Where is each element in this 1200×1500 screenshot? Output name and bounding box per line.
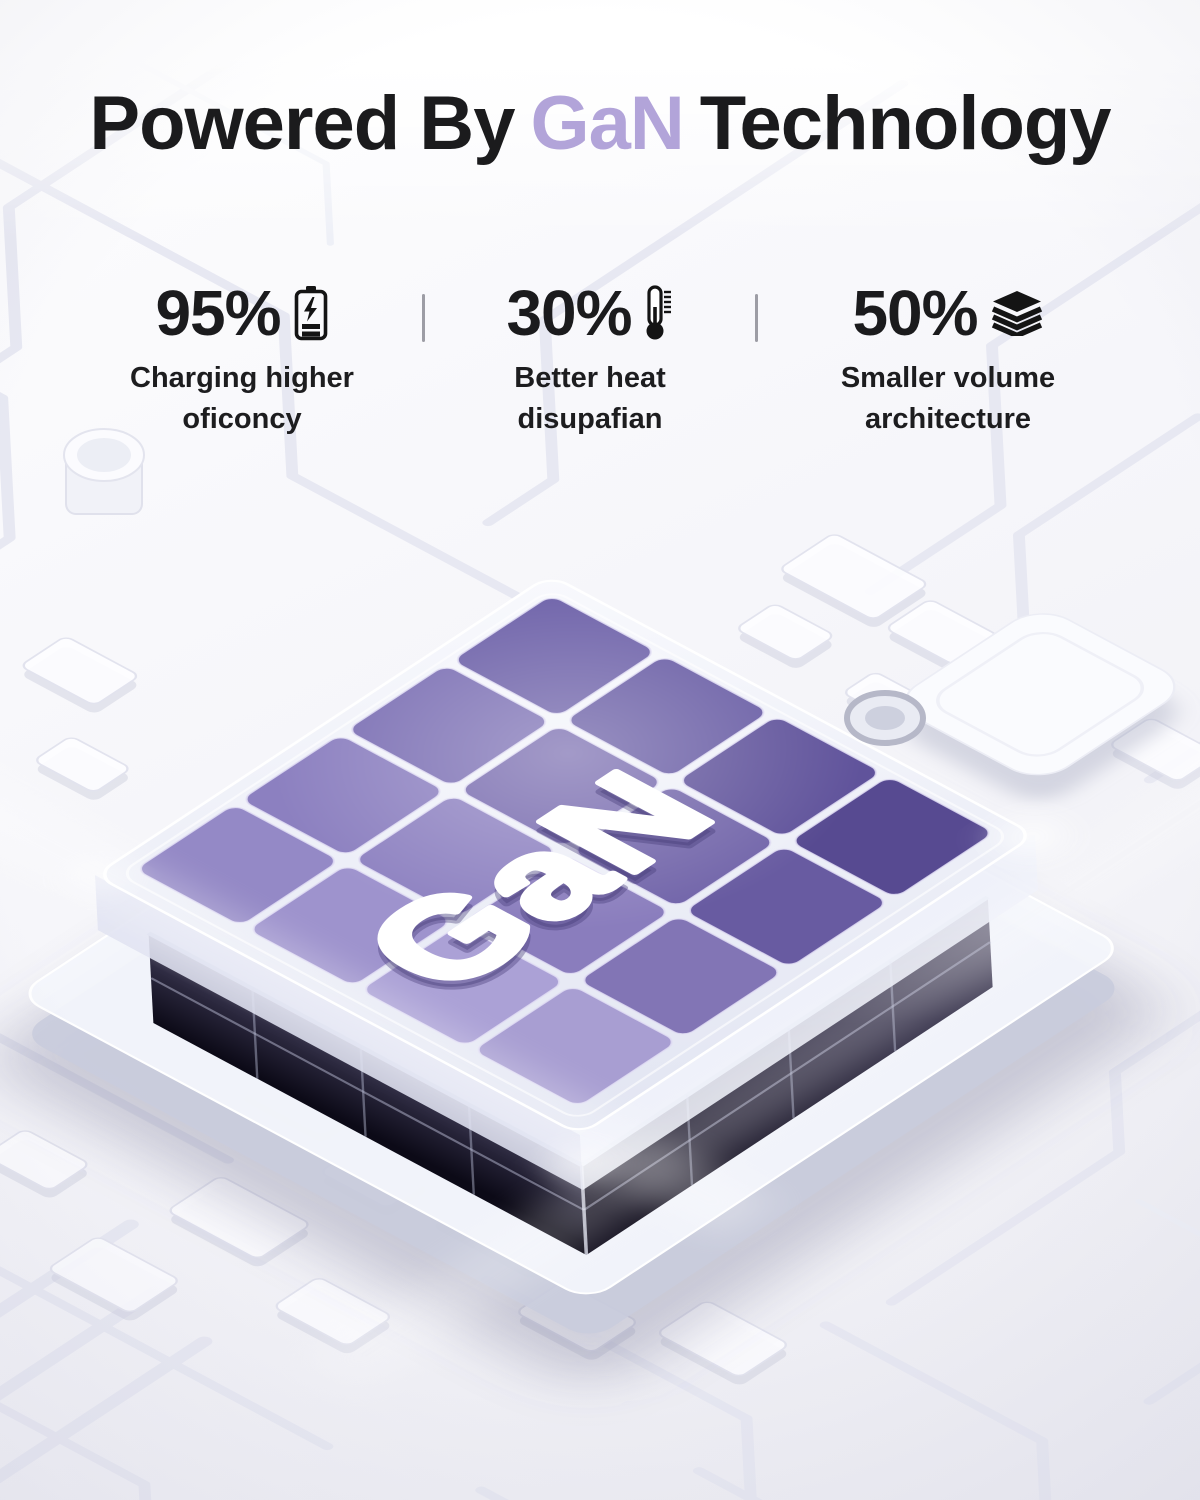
stat-caption: Better heat disupafian [514, 362, 666, 436]
battery-charging-icon [293, 285, 329, 341]
thermometer-icon [644, 285, 674, 341]
white-component-slab [904, 613, 1176, 800]
stat-smaller-volume: 50% Smaller volume architecture [758, 280, 1138, 440]
stat-heat-dissipation: 30% [425, 280, 755, 440]
stats-row: 95% Charging higher oficoncy [0, 280, 1200, 440]
light-streaks [0, 621, 1200, 1396]
headline: Powered By GaN Technology [0, 82, 1200, 166]
stats-divider [755, 294, 758, 342]
headline-prefix: Powered By [89, 81, 515, 166]
stats-divider [422, 294, 425, 342]
capacitor-component [63, 428, 145, 515]
stat-caption: Charging higher oficoncy [130, 362, 354, 436]
headline-suffix: Technology [699, 81, 1112, 166]
stat-value: 95% [155, 277, 281, 349]
layers-icon [990, 290, 1044, 336]
stat-caption: Smaller volume architecture [840, 362, 1056, 436]
stat-charging-efficiency: 95% Charging higher oficoncy [62, 280, 422, 440]
headline-highlight: GaN [530, 81, 684, 166]
stat-value: 50% [852, 277, 978, 349]
capacitor-ring [844, 690, 926, 746]
stat-value: 30% [506, 277, 632, 349]
